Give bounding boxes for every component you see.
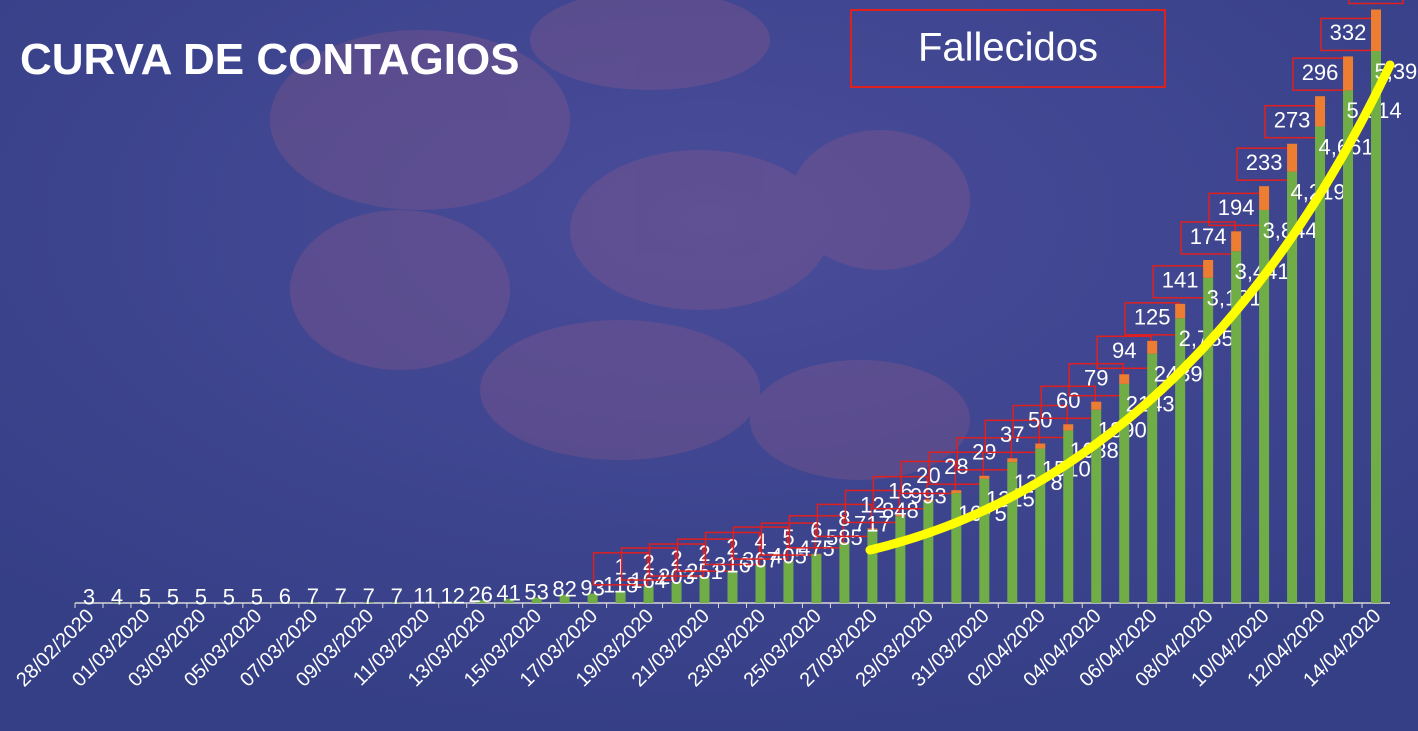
data-label: 4 — [754, 529, 766, 554]
data-label: 194 — [1218, 195, 1255, 220]
data-label: 53 — [524, 579, 548, 604]
bar — [1035, 444, 1045, 449]
data-label: 7 — [363, 584, 375, 609]
data-label: 273 — [1274, 108, 1311, 133]
data-label: 5 — [251, 584, 263, 609]
data-label: 5 — [195, 584, 207, 609]
data-label: 2 — [670, 546, 682, 571]
data-label: 332 — [1330, 20, 1367, 45]
data-label: 41 — [496, 581, 520, 606]
bar — [1203, 260, 1213, 278]
data-label: 50 — [1028, 407, 1052, 432]
bar — [1119, 374, 1129, 384]
data-label: 6 — [279, 584, 291, 609]
data-label: 3 — [83, 585, 95, 610]
data-label: 296 — [1302, 60, 1339, 85]
bar — [1175, 318, 1185, 603]
bar — [1147, 341, 1157, 354]
data-label: 1 — [614, 555, 626, 580]
data-label: 12 — [860, 492, 884, 517]
bar — [895, 516, 905, 603]
bar — [979, 476, 989, 479]
bar — [839, 543, 849, 603]
bar — [1259, 186, 1269, 210]
data-label: 5 — [223, 584, 235, 609]
data-label: 2 — [698, 541, 710, 566]
page: CURVA DE CONTAGIOS Fallecidos 28/02/2020… — [0, 0, 1418, 731]
bar — [1007, 458, 1017, 462]
bar — [1371, 51, 1381, 603]
data-label: 60 — [1056, 388, 1080, 413]
bar — [1315, 96, 1325, 126]
data-label: 6 — [810, 518, 822, 543]
data-label: 2 — [726, 534, 738, 559]
bar — [811, 554, 821, 603]
data-label: 7 — [335, 584, 347, 609]
bar — [1287, 144, 1297, 172]
data-label: 28 — [944, 454, 968, 479]
data-label: 7 — [391, 584, 403, 609]
bar — [951, 490, 961, 493]
data-label: 7 — [307, 584, 319, 609]
bar — [1063, 424, 1073, 430]
data-label: 174 — [1190, 224, 1227, 249]
data-label: 141 — [1162, 268, 1199, 293]
data-label: 2 — [642, 550, 654, 575]
data-label: 5 — [167, 584, 179, 609]
data-label: 93 — [580, 575, 604, 600]
chart-title: CURVA DE CONTAGIOS — [20, 35, 520, 84]
bar — [1371, 9, 1381, 51]
bar — [867, 530, 877, 603]
data-label: 233 — [1246, 150, 1283, 175]
bar — [1231, 231, 1241, 251]
data-label: 11 — [413, 584, 436, 609]
data-label: 5 — [139, 584, 151, 609]
data-label: 12 — [440, 584, 464, 609]
data-label: 79 — [1084, 365, 1108, 390]
bar — [1203, 278, 1213, 603]
bar — [923, 501, 933, 603]
bar — [1343, 56, 1353, 90]
data-label: 16 — [888, 478, 912, 503]
data-label: 8 — [838, 506, 850, 531]
legend-label: Fallecidos — [918, 26, 1098, 70]
data-label: 37 — [1000, 422, 1024, 447]
data-label: 125 — [1134, 305, 1171, 330]
data-label: 5 — [782, 525, 794, 550]
chart: CURVA DE CONTAGIOS Fallecidos 28/02/2020… — [0, 0, 1418, 731]
bar — [1343, 90, 1353, 603]
data-label: 82 — [552, 576, 576, 601]
data-label: 26 — [468, 582, 492, 607]
bar — [1091, 402, 1101, 410]
data-label: 4 — [111, 584, 123, 609]
data-label: 94 — [1112, 338, 1136, 363]
bar — [1175, 304, 1185, 318]
